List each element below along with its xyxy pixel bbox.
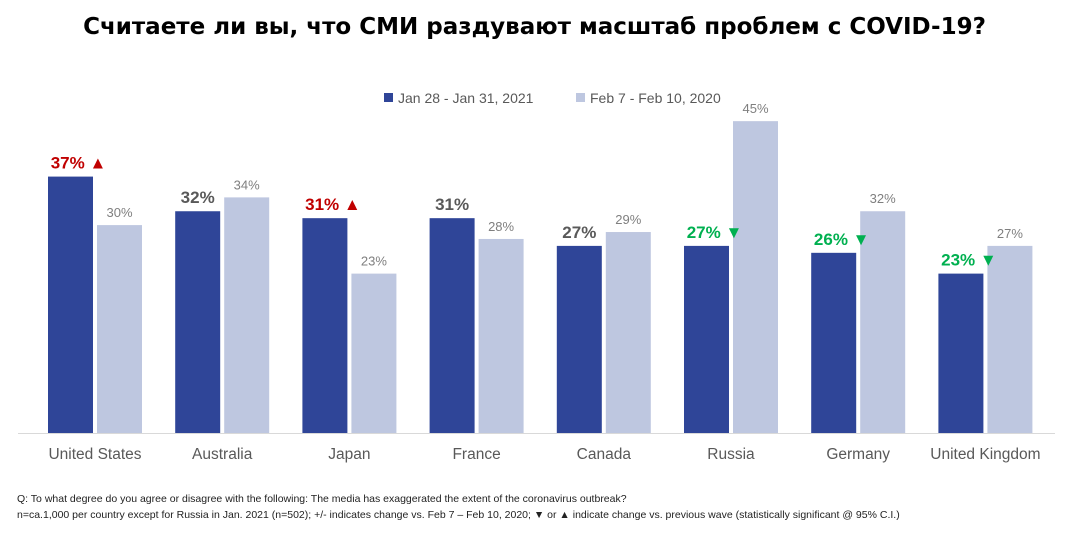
data-label-2020-6: 32% (870, 191, 896, 206)
bar-chart: Jan 28 - Jan 31, 2021 Feb 7 - Feb 10, 202… (18, 90, 1055, 463)
bar-2020-2 (351, 273, 397, 433)
bar-2020-4 (605, 232, 651, 433)
bar-2021-1 (175, 211, 221, 433)
bar-2020-7 (987, 245, 1033, 433)
bar-2021-2 (302, 218, 348, 433)
x-tick-label-0: United States (48, 446, 141, 463)
legend-label-2020: Feb 7 - Feb 10, 2020 (590, 90, 721, 106)
data-label-2020-4: 29% (615, 212, 641, 227)
data-label-2021-5: 27% ▼ (687, 223, 743, 242)
bar-2020-3 (478, 238, 524, 433)
footnote-question: Q: To what degree do you agree or disagr… (17, 493, 627, 505)
x-tick-label-4: Canada (577, 446, 632, 463)
data-label-2021-7: 23% ▼ (941, 251, 997, 270)
bar-2021-6 (811, 252, 857, 433)
bar-2021-0 (48, 176, 93, 433)
legend-swatch-2021 (384, 93, 393, 102)
bar-2020-6 (860, 211, 906, 433)
bar-2021-7 (938, 273, 984, 433)
data-label-2020-5: 45% (742, 101, 768, 116)
bar-2020-5 (733, 121, 778, 434)
bar-2021-3 (429, 218, 475, 433)
legend-swatch-2020 (576, 93, 585, 102)
x-tick-label-7: United Kingdom (930, 446, 1040, 463)
chart-title: Считаете ли вы, что СМИ раздувают масшта… (83, 14, 986, 40)
x-tick-label-5: Russia (707, 446, 755, 463)
x-tick-label-6: Germany (826, 446, 890, 463)
data-label-2021-1: 32% (181, 188, 215, 207)
bar-2020-1 (224, 197, 270, 433)
data-label-2020-1: 34% (234, 177, 260, 192)
bar-2020-0 (97, 225, 142, 433)
x-tick-label-3: France (452, 446, 500, 463)
data-label-2020-3: 28% (488, 219, 514, 234)
legend-label-2021: Jan 28 - Jan 31, 2021 (398, 90, 534, 106)
bar-2021-5 (684, 245, 729, 433)
data-label-2020-7: 27% (997, 226, 1023, 241)
data-label-2020-2: 23% (361, 254, 387, 269)
bar-2021-4 (556, 245, 602, 433)
data-label-2021-6: 26% ▼ (814, 230, 870, 249)
data-label-2021-4: 27% (562, 223, 596, 242)
x-tick-label-2: Japan (328, 446, 370, 463)
x-tick-label-1: Australia (192, 446, 253, 463)
data-label-2021-2: 31% ▲ (305, 195, 361, 214)
data-label-2021-0: 37% ▲ (51, 154, 107, 173)
data-label-2020-0: 30% (106, 205, 132, 220)
data-label-2021-3: 31% (435, 195, 469, 214)
footnote-note: n=ca.1,000 per country except for Russia… (17, 509, 900, 521)
